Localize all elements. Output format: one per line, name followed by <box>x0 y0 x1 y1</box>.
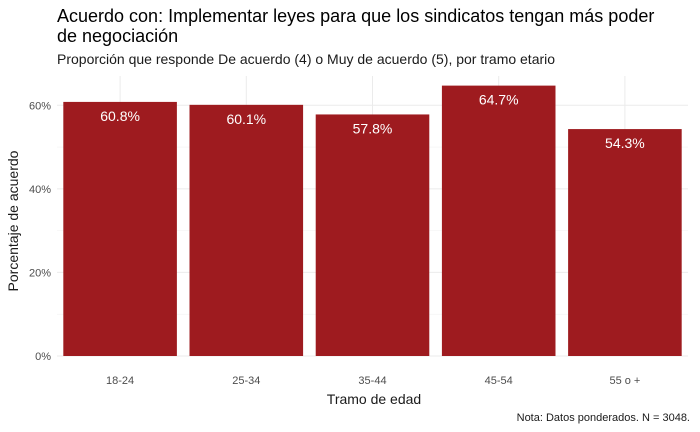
x-tick-label: 18-24 <box>106 375 134 387</box>
y-tick-label: 20% <box>29 267 51 279</box>
bar <box>441 85 556 356</box>
y-axis-title: Porcentaje de acuerdo <box>5 150 21 291</box>
bars <box>63 85 682 357</box>
chart-title: Acuerdo con: Implementar leyes para que … <box>57 6 655 46</box>
x-tick-label: 55 o + <box>609 375 640 387</box>
bar-value-label: 60.1% <box>226 111 266 127</box>
bar <box>63 101 177 356</box>
x-tick-label: 25-34 <box>232 375 260 387</box>
bar-value-label: 57.8% <box>353 120 393 136</box>
bar <box>315 114 430 357</box>
bar <box>568 129 682 356</box>
x-axis-ticks: 18-24 25-34 35-44 45-54 55 o + <box>106 375 640 387</box>
bar <box>189 104 304 357</box>
y-tick-label: 40% <box>29 184 51 196</box>
chart-subtitle: Proporción que responde De acuerdo (4) o… <box>57 51 556 67</box>
x-axis-title: Tramo de edad <box>327 391 421 407</box>
x-tick-label: 45-54 <box>485 375 513 387</box>
bar-value-label: 64.7% <box>479 92 519 108</box>
bar-value-label: 54.3% <box>605 135 645 151</box>
bar-value-labels: 60.8% 60.1% 57.8% 64.7% 54.3% <box>100 92 645 151</box>
y-tick-label: 0% <box>35 351 51 363</box>
x-tick-label: 35-44 <box>358 375 386 387</box>
bar-value-label: 60.8% <box>100 108 140 124</box>
y-tick-label: 60% <box>29 100 51 112</box>
y-axis-ticks: 0% 20% 40% 60% <box>29 100 51 363</box>
chart-caption: Nota: Datos ponderados. N = 3048. <box>516 412 690 424</box>
